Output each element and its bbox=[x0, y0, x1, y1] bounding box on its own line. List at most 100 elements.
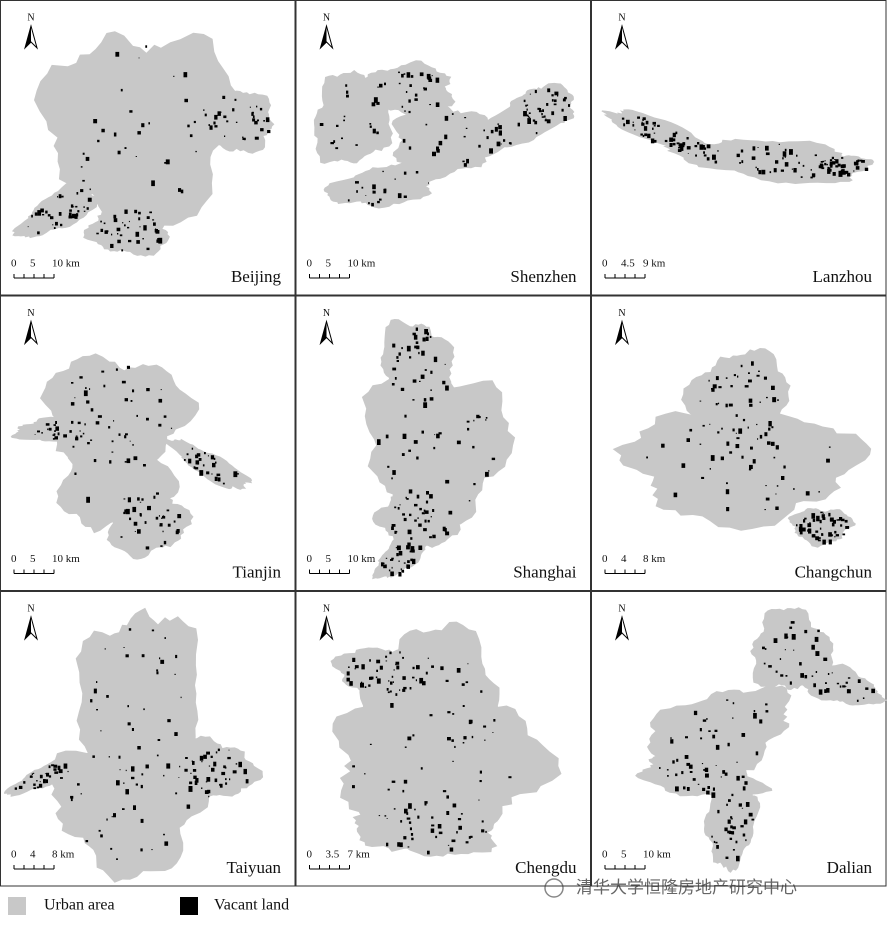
vacant-land bbox=[379, 665, 383, 670]
vacant-land bbox=[128, 239, 132, 243]
vacant-land bbox=[76, 192, 79, 195]
vacant-land bbox=[688, 764, 693, 769]
vacant-land bbox=[711, 456, 715, 459]
vacant-land bbox=[53, 768, 57, 771]
vacant-land bbox=[128, 628, 132, 631]
vacant-land bbox=[415, 327, 418, 331]
panel-frame bbox=[295, 295, 591, 591]
vacant-land bbox=[409, 513, 412, 517]
vacant-land bbox=[465, 127, 468, 129]
vacant-land bbox=[402, 513, 405, 516]
vacant-land bbox=[395, 547, 398, 549]
vacant-land bbox=[758, 170, 762, 175]
vacant-land bbox=[411, 837, 414, 841]
vacant-land bbox=[718, 386, 722, 389]
vacant-land bbox=[815, 651, 820, 656]
vacant-land bbox=[643, 126, 648, 131]
vacant-land bbox=[672, 132, 676, 138]
vacant-land bbox=[479, 770, 482, 774]
vacant-land bbox=[424, 87, 426, 89]
vacant-land bbox=[478, 799, 480, 801]
vacant-land bbox=[249, 106, 251, 108]
vacant-land bbox=[809, 522, 811, 524]
vacant-land bbox=[847, 677, 851, 679]
vacant-land bbox=[418, 351, 420, 355]
vacant-land bbox=[483, 129, 485, 132]
vacant-land bbox=[391, 477, 393, 480]
vacant-land bbox=[829, 159, 833, 162]
vacant-land bbox=[402, 688, 406, 692]
vacant-land bbox=[814, 154, 817, 157]
panel-frame bbox=[0, 295, 296, 591]
vacant-land bbox=[156, 239, 160, 243]
vacant-land bbox=[462, 160, 465, 163]
vacant-land bbox=[857, 679, 861, 683]
vacant-land bbox=[447, 844, 450, 846]
vacant-land bbox=[179, 765, 181, 768]
vacant-land bbox=[133, 805, 136, 810]
vacant-land bbox=[832, 172, 836, 176]
vacant-land bbox=[715, 403, 718, 406]
vacant-land bbox=[58, 212, 62, 216]
vacant-land bbox=[47, 428, 49, 431]
vacant-land bbox=[137, 746, 141, 750]
vacant-land bbox=[77, 783, 80, 786]
vacant-land bbox=[143, 464, 146, 467]
vacant-land bbox=[634, 129, 636, 131]
vacant-land bbox=[759, 434, 763, 439]
vacant-land bbox=[84, 423, 86, 426]
vacant-land bbox=[430, 828, 435, 833]
city-name: Lanzhou bbox=[813, 267, 873, 286]
vacant-land bbox=[398, 551, 403, 556]
vacant-land bbox=[355, 181, 359, 184]
vacant-land bbox=[376, 101, 380, 105]
vacant-land bbox=[252, 118, 256, 122]
vacant-land bbox=[861, 160, 865, 163]
vacant-land bbox=[798, 161, 800, 164]
vacant-land bbox=[116, 227, 121, 232]
vacant-land bbox=[463, 163, 467, 167]
vacant-land bbox=[717, 431, 720, 434]
vacant-land bbox=[810, 169, 812, 171]
vacant-land bbox=[769, 171, 772, 174]
vacant-land bbox=[37, 231, 40, 235]
vacant-land bbox=[678, 146, 681, 149]
vacant-land bbox=[414, 98, 418, 101]
urban-area bbox=[612, 411, 872, 531]
vacant-land bbox=[715, 744, 720, 750]
vacant-land bbox=[451, 839, 456, 843]
vacant-land bbox=[213, 457, 216, 460]
vacant-land bbox=[403, 171, 407, 175]
vacant-land bbox=[765, 152, 770, 156]
vacant-land bbox=[835, 534, 839, 537]
vacant-land bbox=[726, 482, 728, 485]
vacant-land bbox=[196, 454, 199, 456]
vacant-land bbox=[425, 123, 428, 126]
vacant-land bbox=[742, 418, 746, 422]
vacant-land bbox=[252, 115, 255, 119]
north-label: N bbox=[323, 12, 330, 23]
vacant-land bbox=[796, 154, 798, 157]
vacant-land bbox=[481, 829, 485, 833]
vacant-land bbox=[141, 123, 145, 128]
vacant-land bbox=[346, 671, 350, 676]
vacant-land bbox=[554, 91, 559, 96]
vacant-land bbox=[115, 51, 120, 57]
vacant-land bbox=[672, 760, 675, 764]
vacant-land bbox=[164, 162, 167, 164]
vacant-land bbox=[164, 841, 169, 846]
vacant-land bbox=[546, 103, 549, 106]
vacant-land bbox=[159, 524, 162, 527]
vacant-land bbox=[422, 681, 426, 686]
vacant-land bbox=[775, 670, 778, 673]
vacant-land bbox=[159, 657, 161, 660]
vacant-land bbox=[214, 114, 218, 120]
vacant-land bbox=[369, 676, 373, 680]
north-arrow-fill bbox=[616, 321, 622, 344]
city-name: Shanghai bbox=[513, 562, 577, 581]
vacant-land bbox=[702, 424, 705, 427]
vacant-land bbox=[743, 819, 748, 825]
vacant-land bbox=[159, 523, 163, 527]
north-label: N bbox=[27, 308, 34, 319]
vacant-land bbox=[485, 471, 489, 477]
